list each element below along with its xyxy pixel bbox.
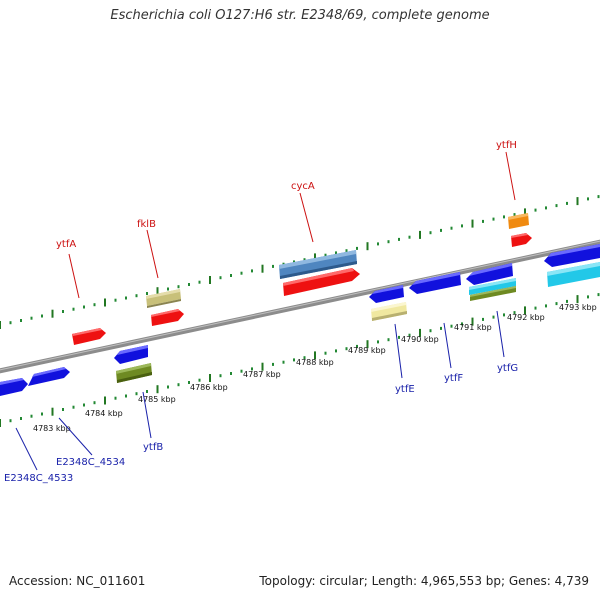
gene-label-ytfF[interactable]: ytfF <box>444 373 463 384</box>
gene-fklB-khaki-feature[interactable] <box>146 289 181 308</box>
lower-tick-track <box>0 293 600 427</box>
gene-right-cyan-feature[interactable] <box>547 262 600 287</box>
kbp-label-4786: 4786 kbp <box>190 383 228 392</box>
kbp-label-4793: 4793 kbp <box>559 303 597 312</box>
gene-label-ytfH[interactable]: ytfH <box>496 140 517 151</box>
kbp-label-4787: 4787 kbp <box>243 370 281 379</box>
kbp-label-4788: 4788 kbp <box>296 358 334 367</box>
accession-label: Accession: NC_011601 <box>9 574 146 588</box>
kbp-label-4783: 4783 kbp <box>33 424 71 433</box>
gene-ytfF-feature[interactable] <box>409 272 461 294</box>
kbp-label-4789: 4789 kbp <box>348 346 386 355</box>
gene-label-fklB[interactable]: fklB <box>137 219 156 230</box>
gene-cycA-blue-feature[interactable] <box>279 250 357 279</box>
gene-ytfE-yellow-feature[interactable] <box>371 302 407 321</box>
gene-E2348C-4534-feature[interactable] <box>28 367 70 386</box>
gene-ytfG-olive-feature[interactable] <box>470 286 516 301</box>
gene-right-blue-feature[interactable] <box>544 244 600 267</box>
gene-ytfH-orange-feature[interactable] <box>508 213 529 229</box>
kbp-label-4790: 4790 kbp <box>401 335 439 344</box>
gene-ytfA-feature[interactable] <box>72 328 106 345</box>
gene-label-E2348C_4533[interactable]: E2348C_4533 <box>4 473 73 484</box>
gene-ytfB-blue-feature[interactable] <box>114 345 148 364</box>
gene-label-ytfA[interactable]: ytfA <box>56 239 76 250</box>
kbp-scale-labels: 4783 kbp 4784 kbp 4785 kbp 4786 kbp 4787… <box>33 303 597 433</box>
gene-ytfG-blue-feature[interactable] <box>466 263 513 285</box>
kbp-label-4792: 4792 kbp <box>507 313 545 322</box>
genome-title: Escherichia coli O127:H6 str. E2348/69, … <box>110 8 490 23</box>
kbp-label-4785: 4785 kbp <box>138 395 176 404</box>
genome-backbone <box>0 239 600 374</box>
gene-ytfH-feature[interactable] <box>511 233 532 247</box>
gene-ytfE-blue-feature[interactable] <box>369 285 404 303</box>
gene-E2348C-4533-feature[interactable] <box>0 378 28 396</box>
upper-tick-track <box>0 195 600 329</box>
gene-label-E2348C_4534[interactable]: E2348C_4534 <box>56 457 125 468</box>
gene-fklB-feature[interactable] <box>151 309 184 326</box>
gene-cycA-feature[interactable] <box>283 268 360 296</box>
genome-stats-label: Topology: circular; Length: 4,965,553 bp… <box>259 574 589 588</box>
gene-label-ytfB[interactable]: ytfB <box>143 442 163 453</box>
kbp-label-4791: 4791 kbp <box>454 323 492 332</box>
gene-label-ytfE[interactable]: ytfE <box>395 384 415 395</box>
gene-label-ytfG[interactable]: ytfG <box>497 363 518 374</box>
gene-label-cycA[interactable]: cycA <box>291 181 315 192</box>
gene-ytfB-olive-feature[interactable] <box>116 363 152 383</box>
kbp-label-4784: 4784 kbp <box>85 409 123 418</box>
gene-ytfG-cyan-feature[interactable] <box>469 278 516 295</box>
